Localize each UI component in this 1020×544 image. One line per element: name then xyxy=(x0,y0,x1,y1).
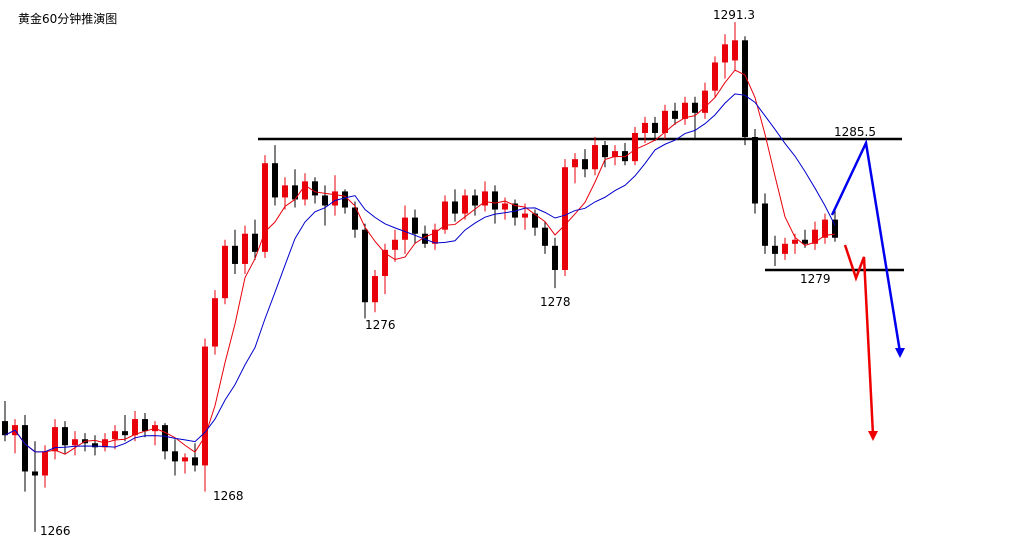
candle-body xyxy=(282,185,288,198)
candle-body xyxy=(382,249,388,277)
candle-body xyxy=(472,195,478,206)
candle-body xyxy=(192,457,198,466)
ma-line xyxy=(4,69,836,455)
candle-body xyxy=(632,132,638,162)
candle-body xyxy=(242,233,248,264)
candle-body xyxy=(752,137,758,204)
candle-body xyxy=(132,419,138,436)
candle-body xyxy=(822,219,828,238)
candle-body xyxy=(482,191,488,206)
annotation: 1268 xyxy=(213,489,244,503)
candle-body xyxy=(342,191,348,208)
candle-body xyxy=(812,229,818,244)
candle-body xyxy=(402,217,408,240)
candle-body xyxy=(222,245,228,299)
candle-body xyxy=(562,167,568,270)
candle-body xyxy=(602,145,608,158)
annotation: 1278 xyxy=(540,295,571,309)
candle-body xyxy=(552,245,558,270)
candle-body xyxy=(182,457,188,462)
candle-body xyxy=(642,122,648,133)
candle-body xyxy=(252,233,258,252)
candle-body xyxy=(462,195,468,214)
annotation: 1266 xyxy=(40,524,71,538)
candle-body xyxy=(232,245,238,264)
candle-body xyxy=(572,159,578,168)
candle-body xyxy=(62,427,68,446)
ma-line xyxy=(4,93,836,453)
candle-body xyxy=(332,191,338,206)
candle-body xyxy=(122,431,128,436)
candle-body xyxy=(92,443,98,448)
candle-body xyxy=(722,44,728,63)
candle-body xyxy=(732,40,738,61)
candle-body xyxy=(322,195,328,206)
arrow-head xyxy=(868,431,878,441)
candle-body xyxy=(712,62,718,91)
candle-body xyxy=(32,471,38,476)
candle-body xyxy=(832,219,838,238)
candle-body xyxy=(112,431,118,440)
candle-body xyxy=(42,451,48,476)
annotation: 1276 xyxy=(365,318,396,332)
candle-body xyxy=(662,110,668,133)
candle-body xyxy=(72,439,78,446)
candle-body xyxy=(302,181,308,200)
plot xyxy=(2,22,904,532)
candle-body xyxy=(592,145,598,170)
candle-body xyxy=(262,163,268,252)
candle-body xyxy=(532,213,538,228)
candle-body xyxy=(392,239,398,250)
candle-body xyxy=(412,217,418,234)
candle-body xyxy=(162,425,168,452)
candle-body xyxy=(352,207,358,230)
candle-body xyxy=(142,419,148,432)
candle-body xyxy=(582,159,588,170)
candle-body xyxy=(502,203,508,210)
candle-body xyxy=(742,40,748,138)
candle-body xyxy=(612,151,618,158)
candle-body xyxy=(2,421,8,436)
chart-title: 黄金60分钟推演图 xyxy=(18,11,117,26)
projection-down xyxy=(843,244,875,436)
candle-body xyxy=(682,102,688,119)
candle-body xyxy=(672,110,678,119)
candle-body xyxy=(512,203,518,218)
candle-body xyxy=(172,451,178,462)
candle-body xyxy=(22,425,28,472)
candle-body xyxy=(432,229,438,244)
candle-body xyxy=(452,201,458,214)
candle-body xyxy=(312,181,318,196)
annotation: 1285.5 xyxy=(834,125,876,139)
projection-up xyxy=(830,138,902,353)
arrow-head xyxy=(895,348,905,358)
annotation: 1279 xyxy=(800,272,831,286)
candle-body xyxy=(702,90,708,113)
candle-body xyxy=(362,229,368,303)
candle-body xyxy=(292,185,298,200)
candle-body xyxy=(372,276,378,303)
candle-body xyxy=(442,201,448,230)
candle-body xyxy=(212,298,218,347)
candle-body xyxy=(762,203,768,246)
annotation: 1291.3 xyxy=(713,8,755,22)
candle-body xyxy=(542,227,548,246)
candle-body xyxy=(272,163,278,198)
candle-body xyxy=(522,213,528,218)
candle-body xyxy=(492,191,498,210)
candle-body xyxy=(52,427,58,452)
candle-body xyxy=(802,239,808,244)
candle-body xyxy=(782,243,788,254)
candle-body xyxy=(772,245,778,254)
candle-body xyxy=(792,239,798,244)
candle-body xyxy=(202,346,208,466)
candle-body xyxy=(692,102,698,113)
candle-body xyxy=(652,122,658,133)
